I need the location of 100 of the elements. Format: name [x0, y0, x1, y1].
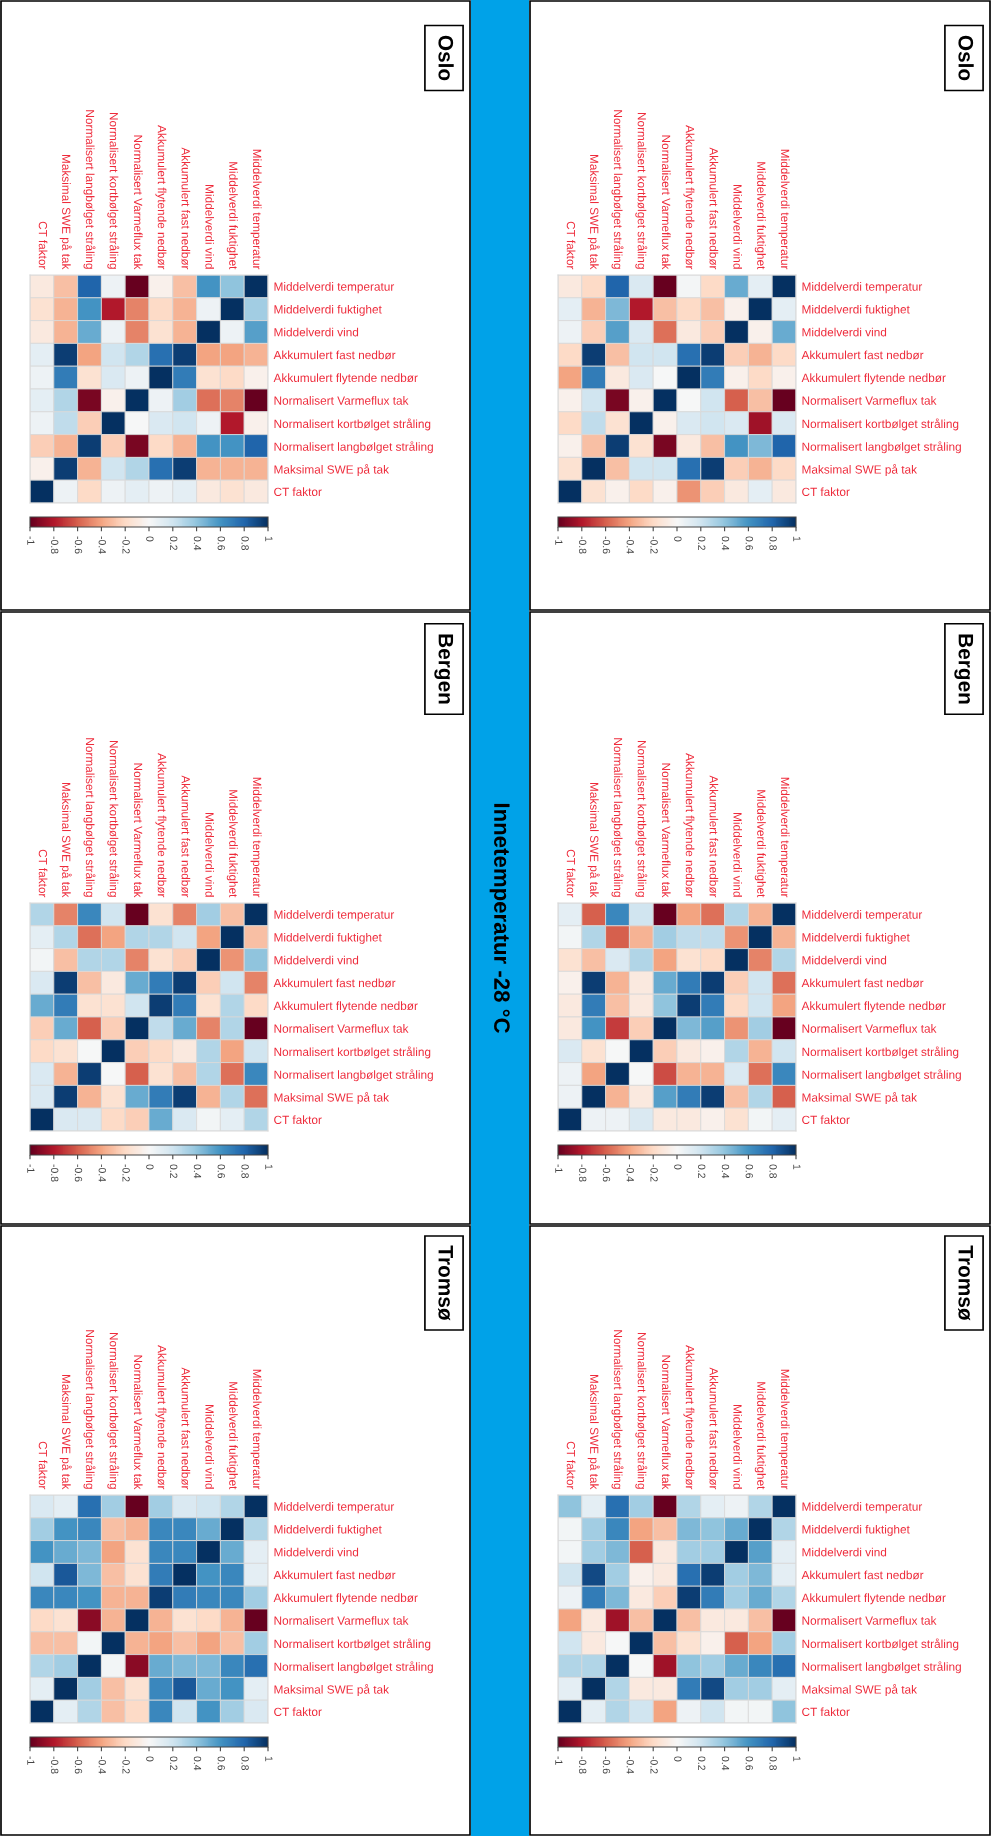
- color-bar-label: -0.4: [98, 1164, 106, 1182]
- y-tick-label: Normalisert Varmeflux tak: [274, 1024, 409, 1033]
- color-bar-label: 0.4: [193, 1756, 202, 1771]
- color-bar-label: -0.8: [579, 536, 587, 554]
- y-tick-label: Normalisert kortbølget stråling: [274, 1638, 431, 1651]
- y-tick-label: Middelverdi fuktighet: [274, 304, 382, 316]
- color-bar-label: 0.6: [217, 536, 225, 551]
- color-bar-label: 1: [265, 1756, 273, 1762]
- color-bar-label: 1: [793, 1756, 801, 1762]
- color-bar-label: 0.6: [745, 536, 753, 551]
- y-tick-label: Akkumulert flytende nedbør: [273, 1001, 418, 1013]
- x-tick-label: Middelverdi vind: [733, 813, 742, 897]
- color-bar-label: -0.6: [74, 536, 83, 554]
- color-bar-label: -1: [555, 1164, 563, 1173]
- color-bar-label: 0.2: [170, 536, 178, 550]
- color-bar-label: 0.2: [170, 1756, 178, 1770]
- y-tick-label: Normalisert Varmeflux tak: [802, 1024, 937, 1033]
- color-bar-label: -0.6: [74, 1756, 83, 1774]
- color-bar-label: 0: [674, 536, 682, 542]
- x-tick-label: Maksimal SWE på tak: [59, 1374, 72, 1490]
- color-bar-label: 0.4: [193, 536, 202, 551]
- y-tick-label: Middelverdi temperatur: [274, 910, 395, 922]
- color-bar-label: -0.8: [51, 536, 59, 554]
- x-tick-label: Normalisert langbølget stråling: [83, 738, 96, 897]
- y-tick-label: CT faktor: [274, 1115, 322, 1124]
- y-tick-label: Middelverdi temperatur: [802, 282, 923, 294]
- x-tick-label: Normalisert Varmeflux tak: [133, 135, 143, 270]
- y-tick-label: Middelverdi fuktighet: [802, 932, 910, 944]
- color-bar-label: -1: [27, 1756, 35, 1765]
- color-bar-label: 0.8: [241, 1756, 249, 1771]
- text: Bergen: [434, 634, 454, 704]
- color-bar-label: -0.8: [51, 1756, 59, 1774]
- x-tick-label: Maksimal SWE på tak: [587, 782, 600, 898]
- x-tick-label: Akkumulert fast nedbør: [709, 1367, 719, 1490]
- x-tick-label: Akkumulert fast nedbør: [181, 775, 191, 898]
- x-tick-label: Normalisert Varmeflux tak: [661, 1355, 671, 1490]
- color-bar-label: -0.4: [626, 1756, 634, 1774]
- y-tick-label: Akkumulert flytende nedbør: [273, 373, 418, 385]
- y-tick-label: Normalisert langbølget stråling: [802, 1069, 961, 1082]
- x-tick-label: Akkumulert flytende nedbør: [683, 1345, 695, 1490]
- x-tick-label: Normalisert langbølget stråling: [611, 738, 624, 897]
- x-tick-label: Normalisert langbølget stråling: [611, 110, 624, 269]
- color-bar-label: 0.4: [193, 1164, 202, 1179]
- color-bar-label: -0.8: [51, 1164, 59, 1182]
- color-bar-label: -0.8: [579, 1756, 587, 1774]
- color-bar-label: -0.6: [602, 1756, 611, 1774]
- y-tick-label: Normalisert Varmeflux tak: [802, 1616, 937, 1625]
- color-bar-label: 0: [146, 1164, 154, 1170]
- x-tick-label: Normalisert kortbølget stråling: [635, 112, 648, 269]
- y-tick-label: Normalisert kortbølget stråling: [274, 1046, 431, 1059]
- y-tick-label: Maksimal SWE på tak: [802, 1092, 918, 1105]
- y-tick-label: Middelverdi temperatur: [802, 1502, 923, 1514]
- y-tick-label: Maksimal SWE på tak: [274, 1092, 390, 1105]
- y-tick-label: Akkumulert flytende nedbør: [801, 1001, 946, 1013]
- color-bar-label: 1: [265, 1164, 273, 1170]
- x-tick-label: Maksimal SWE på tak: [587, 154, 600, 270]
- color-bar-label: -0.2: [122, 1756, 130, 1774]
- y-tick-label: Normalisert Varmeflux tak: [274, 1616, 409, 1625]
- y-tick-label: Middelverdi vind: [802, 327, 887, 337]
- x-tick-label: Normalisert kortbølget stråling: [107, 112, 120, 269]
- color-bar-label: 0: [146, 1756, 154, 1762]
- y-tick-label: Middelverdi vind: [274, 1547, 359, 1557]
- color-bar-label: 0.8: [241, 536, 249, 551]
- x-tick-label: Akkumulert flytende nedbør: [683, 753, 695, 898]
- y-tick-label: Normalisert kortbølget stråling: [274, 418, 431, 431]
- text: Oslo: [438, 35, 454, 81]
- y-tick-label: Akkumulert flytende nedbør: [273, 1593, 418, 1605]
- y-tick-label: Normalisert langbølget stråling: [274, 1661, 433, 1674]
- x-tick-label: Normalisert Varmeflux tak: [133, 1355, 143, 1490]
- color-bar-label: -0.2: [650, 1164, 658, 1182]
- color-bar-label: -0.4: [98, 536, 106, 554]
- y-tick-label: Middelverdi fuktighet: [802, 304, 910, 316]
- color-bar-label: -0.6: [602, 536, 611, 554]
- color-bar-label: -0.2: [122, 536, 130, 554]
- color-bar-label: -0.6: [602, 1164, 611, 1182]
- y-tick-label: Akkumulert fast nedbør: [801, 1570, 924, 1580]
- x-tick-label: Middelverdi vind: [205, 185, 214, 269]
- color-bar-label: 0.8: [769, 1164, 777, 1179]
- y-tick-label: Akkumulert fast nedbør: [273, 1570, 396, 1580]
- color-bar-label: -1: [555, 536, 563, 545]
- x-tick-label: Akkumulert flytende nedbør: [155, 1345, 167, 1490]
- x-tick-label: Normalisert langbølget stråling: [83, 110, 96, 269]
- y-tick-label: Middelverdi temperatur: [274, 282, 395, 294]
- y-tick-label: Akkumulert fast nedbør: [273, 350, 396, 360]
- y-tick-label: Maksimal SWE på tak: [802, 464, 918, 477]
- x-tick-label: Normalisert Varmeflux tak: [661, 135, 671, 270]
- y-tick-label: Normalisert Varmeflux tak: [274, 396, 409, 405]
- y-tick-label: Akkumulert flytende nedbør: [801, 1593, 946, 1605]
- y-tick-label: Middelverdi temperatur: [802, 910, 923, 922]
- color-bar-label: 0.6: [217, 1164, 225, 1179]
- color-bar-label: 0.2: [170, 1164, 178, 1178]
- color-bar-label: 0: [146, 536, 154, 542]
- color-bar-label: -0.6: [74, 1164, 83, 1182]
- color-bar-label: 0.8: [769, 536, 777, 551]
- x-tick-label: Akkumulert fast nedbør: [709, 775, 719, 898]
- y-tick-label: Middelverdi vind: [802, 1547, 887, 1557]
- y-tick-label: Normalisert Varmeflux tak: [802, 396, 937, 405]
- color-bar-label: 0.8: [769, 1756, 777, 1771]
- y-tick-label: Akkumulert flytende nedbør: [801, 373, 946, 385]
- color-bar-label: 0: [674, 1756, 682, 1762]
